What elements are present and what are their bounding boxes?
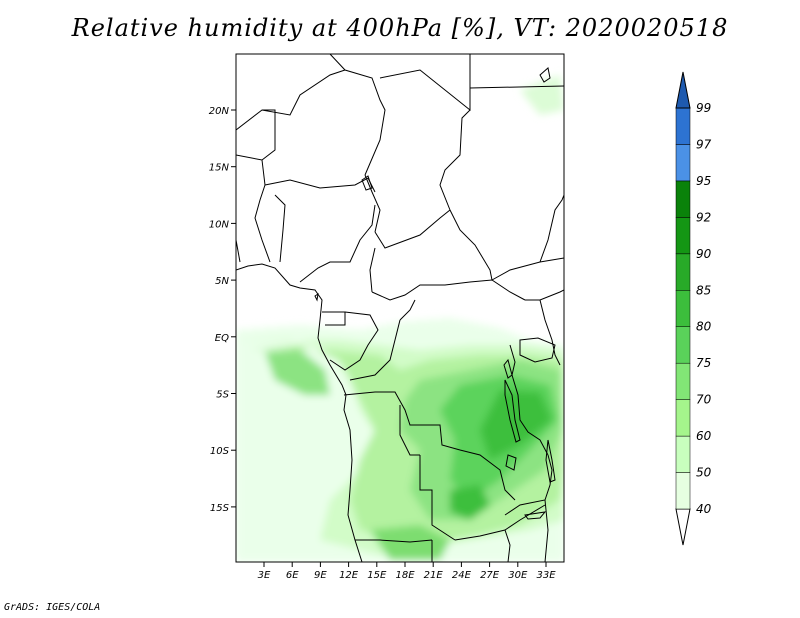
- colorbar-label: 99: [696, 101, 711, 115]
- border-guinea-gulf: [236, 239, 241, 263]
- border-cameroon-gabon: [322, 311, 346, 326]
- border-tanzania: [504, 454, 553, 516]
- latitude-axis: 20N 15N 10N 5N EQ 5S 10S 15S: [209, 106, 236, 514]
- lat-label: 20N: [209, 106, 230, 117]
- border-car-drc: [371, 279, 526, 301]
- colorbar-label: 80: [696, 320, 712, 334]
- rh-70-region: [265, 350, 330, 395]
- border-nigeria-cameroon: [299, 204, 376, 283]
- colorbar-segment: [675, 326, 691, 364]
- lake-malawi: [545, 439, 556, 483]
- colorbar-segment: [675, 290, 691, 327]
- rh-85-region-south: [450, 485, 490, 520]
- border-angola-drc-east: [399, 405, 420, 456]
- border-chad-car: [374, 209, 451, 249]
- lat-label: 10N: [209, 219, 230, 230]
- colorbar-label: 40: [696, 502, 712, 516]
- border-west-3: [274, 194, 286, 263]
- border-drc-lakes: [509, 344, 549, 456]
- lon-label: 33E: [536, 570, 556, 581]
- lon-label: 12E: [339, 570, 359, 581]
- gulf-islands: [314, 292, 319, 302]
- border-libya-sudan: [439, 109, 471, 211]
- longitude-axis: 3E 6E 9E 12E 15E 18E 21E 24E 27E 30E 33E: [258, 562, 556, 581]
- colorbar-segment: [675, 435, 691, 473]
- colorbar-label: 85: [696, 283, 711, 297]
- lon-label: 3E: [258, 570, 271, 581]
- lake-victoria: [519, 337, 556, 363]
- grads-credit: GrADS: IGES/COLA: [4, 602, 101, 613]
- colorbar-label: 75: [696, 356, 711, 370]
- lon-label: 24E: [452, 570, 472, 581]
- colorbar-label: 95: [696, 174, 711, 188]
- country-borders: [236, 54, 564, 562]
- lake-kariba: [524, 511, 547, 520]
- border-malawi-moz: [544, 499, 549, 562]
- colorbar-segment: [675, 144, 691, 182]
- border-car-cameroon: [369, 247, 376, 293]
- colorbar-lower-triangle: [675, 508, 691, 546]
- lake-chad: [361, 175, 373, 191]
- border-uganda-kenya: [539, 299, 561, 366]
- border-mali-niger: [236, 69, 346, 131]
- humidity-shading: [236, 75, 564, 562]
- lon-label: 18E: [395, 570, 415, 581]
- lake-mweru: [505, 454, 517, 471]
- lat-label: 15S: [210, 503, 230, 514]
- colorbar-label: 97: [696, 137, 712, 151]
- colorbar-label: 90: [696, 247, 712, 261]
- nile-ne: [539, 67, 551, 83]
- border-ssudan-uganda: [525, 289, 564, 301]
- border-namibia-angola: [355, 539, 433, 543]
- colorbar-segment: [675, 107, 691, 145]
- border-sudan-ssudan: [491, 257, 564, 281]
- colorbar-segment: [675, 217, 691, 255]
- coastline-west: [236, 263, 363, 562]
- lon-label: 21E: [424, 570, 444, 581]
- colorbar-upper-triangle: [675, 71, 691, 109]
- colorbar-segment: [675, 362, 691, 400]
- lat-label: 10S: [210, 446, 230, 457]
- lon-label: 30E: [508, 570, 528, 581]
- colorbar-segment: [675, 253, 691, 291]
- lat-label: 15N: [209, 163, 230, 174]
- border-angola-zambia: [419, 455, 456, 541]
- lon-label: 27E: [480, 570, 500, 581]
- colorbar-label: 70: [696, 393, 712, 407]
- colorbar-segment: [675, 180, 691, 218]
- colorbar-label: 60: [696, 429, 712, 443]
- lat-label: 5N: [215, 276, 229, 287]
- border-niger-chad: [364, 174, 381, 233]
- colorbar-label: 92: [696, 210, 711, 224]
- colorbar-segment: [675, 472, 691, 510]
- lon-label: 15E: [367, 570, 387, 581]
- border-zimbabwe-moz: [504, 529, 511, 562]
- border-zambia-drc: [459, 449, 516, 501]
- border-sudan-ethiopia: [539, 194, 564, 263]
- border-niger-nigeria: [264, 177, 376, 193]
- border-chad-sudan: [449, 209, 493, 281]
- colorbar-segment: [675, 399, 691, 437]
- colorbar-label: 50: [696, 466, 712, 480]
- lake-tanganyika: [504, 379, 521, 443]
- map-title: Relative humidity at 400hPa [%], VT: 202…: [71, 14, 729, 42]
- border-west-1: [236, 109, 276, 161]
- border-congo-drc: [399, 299, 416, 321]
- lon-label: 6E: [286, 570, 299, 581]
- map-frame: [235, 53, 565, 563]
- colorbar: 40 50 60 70 75 80 85 90 92 95 97 99: [675, 71, 712, 546]
- border-libya-chad: [379, 54, 471, 112]
- border-drc-angola-north: [343, 391, 461, 451]
- lat-label: 5S: [216, 390, 229, 401]
- lat-label: EQ: [215, 333, 229, 344]
- rh-40-ne-patch: [520, 75, 564, 115]
- border-west-2: [254, 159, 271, 263]
- lake-kivu: [503, 358, 513, 379]
- border-egypt-sudan: [469, 85, 564, 89]
- lon-label: 9E: [314, 570, 327, 581]
- border-congo-gabon: [329, 311, 379, 371]
- border-drc-congo-river: [349, 319, 401, 381]
